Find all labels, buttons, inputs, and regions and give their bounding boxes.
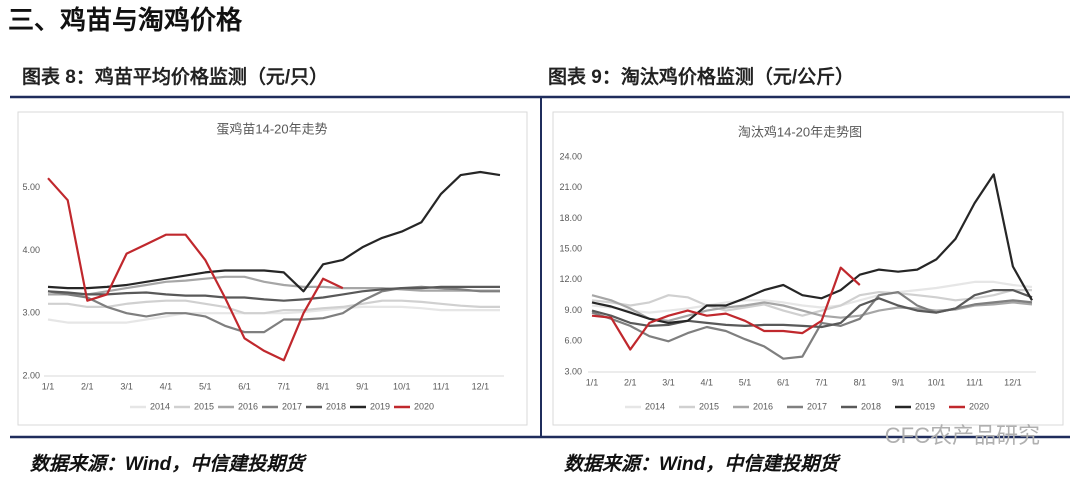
x-tick-label: 12/1 xyxy=(472,381,490,391)
y-tick-label: 2.00 xyxy=(22,370,40,380)
legend-label: 2020 xyxy=(969,401,989,411)
x-tick-label: 1/1 xyxy=(42,381,55,391)
legend-label: 2014 xyxy=(645,401,665,411)
legend-label: 2018 xyxy=(326,401,346,411)
y-tick-label: 4.00 xyxy=(22,245,40,255)
x-tick-label: 11/1 xyxy=(966,377,983,387)
x-tick-label: 12/1 xyxy=(1004,377,1022,387)
chart-frame xyxy=(552,111,1064,426)
y-tick-label: 15.00 xyxy=(559,244,582,254)
series-line xyxy=(591,173,1033,324)
x-tick-label: 4/1 xyxy=(160,381,173,391)
y-tick-label: 12.00 xyxy=(559,274,582,284)
x-tick-label: 1/1 xyxy=(586,377,599,387)
series-line xyxy=(591,266,861,351)
legend-label: 2018 xyxy=(861,401,881,411)
legend-label: 2017 xyxy=(282,401,302,411)
y-tick-label: 3.00 xyxy=(564,366,582,376)
legend-label: 2019 xyxy=(915,401,935,411)
x-tick-label: 3/1 xyxy=(662,377,675,387)
legend-label: 2020 xyxy=(414,401,434,411)
x-tick-label: 10/1 xyxy=(393,381,411,391)
y-tick-label: 3.00 xyxy=(22,308,40,318)
series-line xyxy=(47,170,501,293)
x-tick-label: 8/1 xyxy=(317,381,330,391)
y-tick-label: 18.00 xyxy=(559,213,582,223)
caption: 图表 9：淘汰鸡价格监测（元/公斤） xyxy=(548,65,854,88)
x-tick-label: 6/1 xyxy=(777,377,790,387)
legend-label: 2015 xyxy=(699,401,719,411)
chart-title: 蛋鸡苗14-20年走势 xyxy=(216,121,327,136)
x-tick-label: 4/1 xyxy=(701,377,714,387)
x-tick-label: 9/1 xyxy=(892,377,905,387)
y-tick-label: 24.00 xyxy=(559,151,582,161)
legend-label: 2016 xyxy=(238,401,258,411)
source: 数据来源：Wind，中信建投期货 xyxy=(30,453,307,475)
series-line xyxy=(591,291,1033,360)
source: 数据来源：Wind，中信建投期货 xyxy=(564,453,841,475)
series-line xyxy=(48,275,500,296)
y-tick-label: 5.00 xyxy=(22,182,40,192)
chart-frame xyxy=(17,111,528,426)
chart-title: 淘汰鸡14-20年走势图 xyxy=(738,124,862,139)
legend-label: 2014 xyxy=(150,401,170,411)
heading: 三、鸡苗与淘鸡价格 xyxy=(8,5,243,35)
x-tick-label: 3/1 xyxy=(120,381,133,391)
y-tick-label: 6.00 xyxy=(564,336,582,346)
x-tick-label: 7/1 xyxy=(815,377,828,387)
series-line xyxy=(47,305,500,324)
x-tick-label: 6/1 xyxy=(238,381,251,391)
watermark: CFC农产品研究 xyxy=(885,423,1040,448)
x-tick-label: 10/1 xyxy=(928,377,946,387)
series-line xyxy=(47,285,500,302)
y-tick-label: 21.00 xyxy=(559,182,582,192)
caption: 图表 8：鸡苗平均价格监测（元/只） xyxy=(22,65,328,88)
x-tick-label: 7/1 xyxy=(278,381,291,391)
x-tick-label: 8/1 xyxy=(854,377,867,387)
x-tick-label: 5/1 xyxy=(739,377,752,387)
legend-label: 2019 xyxy=(370,401,390,411)
series-line xyxy=(591,280,1033,314)
legend-label: 2017 xyxy=(807,401,827,411)
x-tick-label: 2/1 xyxy=(624,377,637,387)
series-line xyxy=(47,177,344,362)
x-tick-label: 9/1 xyxy=(356,381,369,391)
x-tick-label: 11/1 xyxy=(433,381,450,391)
legend-label: 2016 xyxy=(753,401,773,411)
y-tick-label: 9.00 xyxy=(564,305,582,315)
x-tick-label: 2/1 xyxy=(81,381,94,391)
legend-label: 2015 xyxy=(194,401,214,411)
series-line xyxy=(48,299,500,315)
x-tick-label: 5/1 xyxy=(199,381,212,391)
